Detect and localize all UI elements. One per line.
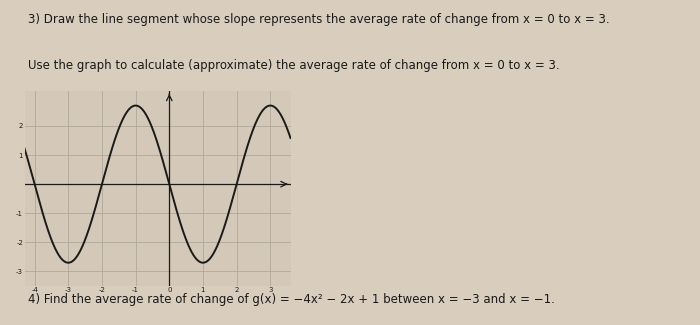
Text: 4) Find the average rate of change of g(x) = −4x² − 2x + 1 between x = −3 and x : 4) Find the average rate of change of g(… bbox=[28, 292, 555, 306]
Text: 3) Draw the line segment whose slope represents the average rate of change from : 3) Draw the line segment whose slope rep… bbox=[28, 13, 610, 26]
Text: Use the graph to calculate (approximate) the average rate of change from x = 0 t: Use the graph to calculate (approximate)… bbox=[28, 58, 559, 72]
